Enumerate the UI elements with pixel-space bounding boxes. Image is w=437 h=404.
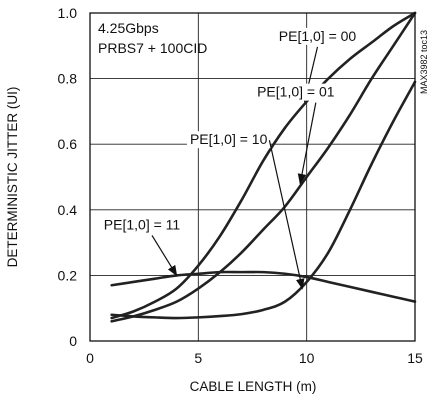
annotation-arrow xyxy=(297,102,317,185)
series-line-2 xyxy=(110,80,417,320)
test-condition-pattern: PRBS7 + 100CID xyxy=(98,40,207,56)
annotation-backdrop xyxy=(254,83,338,101)
annotation-arrow xyxy=(268,140,305,290)
y-tick-label: 1.0 xyxy=(58,5,78,21)
x-tick-label: 5 xyxy=(194,350,202,366)
x-axis-label: CABLE LENGTH (m) xyxy=(190,379,317,394)
series-annotation-label: PE[1,0] = 01 xyxy=(257,84,335,100)
y-tick-label: 0.2 xyxy=(58,267,78,283)
test-condition-rate: 4.25Gbps xyxy=(98,20,159,36)
y-tick-label: 0.4 xyxy=(58,202,78,218)
x-tick-label: 15 xyxy=(407,350,423,366)
series-annotation-label: PE[1,0] = 00 xyxy=(279,28,357,44)
figure-code: MAX3982 toc13 xyxy=(419,30,429,94)
x-tick-label: 10 xyxy=(299,350,315,366)
annotation-arrow xyxy=(151,235,178,277)
series-annotation-label: PE[1,0] = 10 xyxy=(190,131,268,147)
series-lines xyxy=(110,11,417,323)
series-line-1 xyxy=(110,11,417,323)
annotation-backdrop xyxy=(100,216,184,234)
x-tick-label: 0 xyxy=(86,350,94,366)
series-line-0 xyxy=(110,11,417,320)
series-annotation-label: PE[1,0] = 11 xyxy=(104,216,181,232)
tick-labels: 0 5 10 15 0 0.2 0.4 0.6 0.8 1.0 xyxy=(58,5,423,366)
y-tick-label: 0.6 xyxy=(58,136,78,152)
y-tick-label: 0.8 xyxy=(58,71,78,87)
series-line-3 xyxy=(110,270,417,303)
y-tick-label: 0 xyxy=(69,333,77,349)
y-axis-label: DETERMINISTIC JITTER (UI) xyxy=(5,87,20,268)
plot-frame xyxy=(89,12,416,342)
annotation-backdrop xyxy=(275,27,360,45)
annotation-backdrop xyxy=(186,131,271,149)
annotations: PE[1,0] = 00 PE[1,0] = 01 PE[1,0] = 10 PE[1… xyxy=(100,27,360,290)
